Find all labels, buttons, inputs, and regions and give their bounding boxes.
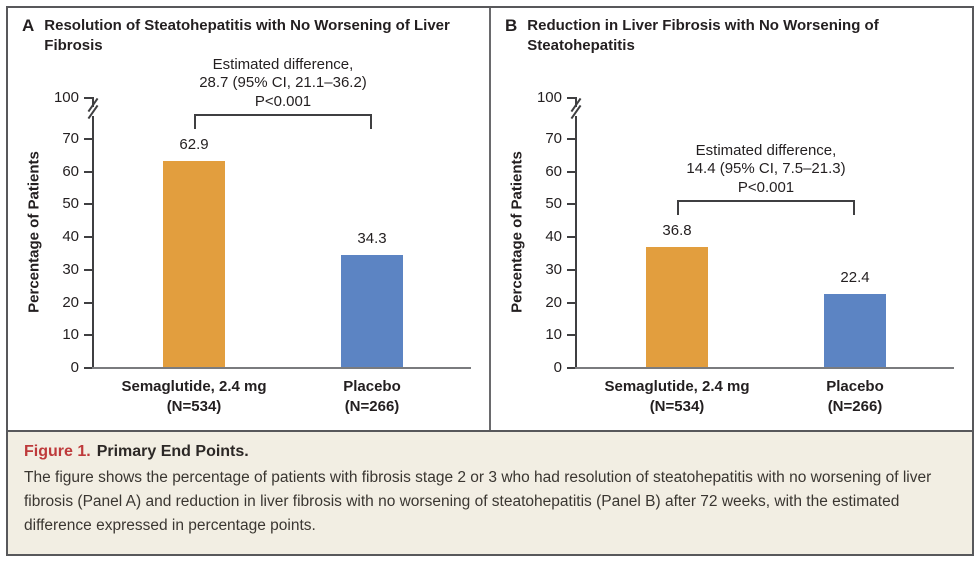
- x-category-label: Semaglutide, 2.4 mg (N=534): [582, 377, 772, 416]
- y-tick-label: 70: [62, 130, 79, 147]
- y-tick-label: 30: [545, 261, 562, 278]
- annotation-line: Estimated difference,: [695, 142, 837, 160]
- panel-a: A Resolution of Steatohepatitis with No W…: [8, 8, 489, 430]
- y-tick-label: 10: [62, 326, 79, 343]
- panel-b: B Reduction in Liver Fibrosis with No Wor…: [491, 8, 972, 430]
- bar-semaglutide: [646, 247, 708, 367]
- panel-b-letter: B: [505, 16, 518, 35]
- bar-value-label: 62.9: [179, 136, 209, 153]
- bar-semaglutide: [163, 161, 225, 367]
- estimated-difference-annotation: Estimated difference, 14.4 (95% CI, 7.5–2…: [596, 142, 936, 197]
- x-category-label-line: Semaglutide, 2.4 mg: [121, 378, 267, 395]
- y-tick: [567, 302, 575, 304]
- panel-b-title-text: Reduction in Liver Fibrosis with No Wors…: [527, 17, 879, 54]
- y-tick-label: 100: [536, 89, 562, 106]
- y-tick-label: 0: [70, 359, 79, 376]
- y-tick-label: 30: [62, 261, 79, 278]
- y-tick: [84, 334, 92, 336]
- y-tick-label: 60: [545, 163, 562, 180]
- estimated-difference-annotation: Estimated difference, 28.7 (95% CI, 21.1–…: [113, 56, 453, 111]
- x-axis-line: [92, 367, 471, 369]
- figure-area: A Resolution of Steatohepatitis with No W…: [8, 8, 972, 430]
- y-tick-label: 60: [62, 163, 79, 180]
- annotation-line: 28.7 (95% CI, 21.1–36.2): [199, 74, 367, 92]
- figure-frame: A Resolution of Steatohepatitis with No W…: [6, 6, 974, 556]
- x-category-label: Semaglutide, 2.4 mg (N=534): [99, 377, 289, 416]
- y-tick: [84, 97, 92, 99]
- panel-divider: [489, 8, 491, 430]
- y-tick: [84, 236, 92, 238]
- annotation-line: 14.4 (95% CI, 7.5–21.3): [686, 160, 846, 178]
- bar-placebo: [341, 255, 403, 367]
- bar-value-label: 22.4: [840, 269, 870, 286]
- annotation-line: P<0.001: [254, 92, 312, 110]
- x-category-label: Placebo (N=266): [760, 377, 950, 416]
- y-axis-line: [92, 116, 94, 369]
- panel-a-title-text: Resolution of Steatohepatitis with No Wo…: [44, 17, 450, 54]
- annotation-line: P<0.001: [737, 178, 795, 196]
- y-tick-label: 100: [53, 89, 79, 106]
- y-tick: [84, 302, 92, 304]
- y-tick: [567, 334, 575, 336]
- y-tick: [84, 171, 92, 173]
- x-category-label-line: (N=266): [344, 397, 400, 415]
- caption-figure-title: Primary End Points.: [96, 443, 249, 460]
- x-category-label-line: (N=534): [166, 397, 222, 415]
- y-tick-label: 70: [545, 130, 562, 147]
- panel-a-letter: A: [22, 16, 35, 35]
- y-tick: [84, 367, 92, 369]
- y-tick: [567, 269, 575, 271]
- y-tick: [84, 269, 92, 271]
- y-axis-line: [575, 116, 577, 369]
- significance-bracket: [677, 200, 855, 215]
- x-category-label-line: (N=534): [649, 397, 705, 415]
- significance-bracket: [194, 114, 372, 129]
- x-axis-line: [575, 367, 954, 369]
- y-tick: [567, 171, 575, 173]
- x-category-label-line: Placebo: [826, 378, 884, 395]
- y-tick: [567, 138, 575, 140]
- panel-a-plot: 0 10 20 30 40 50 60 70 100 62.9 Semaglutide, 2.4 m…: [8, 8, 489, 430]
- annotation-line: Estimated difference,: [212, 56, 354, 74]
- caption-body-text: The figure shows the percentage of patie…: [24, 469, 932, 535]
- bar-value-label: 34.3: [357, 230, 387, 247]
- panel-a-title: A Resolution of Steatohepatitis with No W…: [22, 16, 474, 55]
- y-tick-label: 50: [62, 195, 79, 212]
- y-tick-label: 0: [553, 359, 562, 376]
- y-tick-label: 40: [545, 228, 562, 245]
- x-category-label-line: Placebo: [343, 378, 401, 395]
- y-tick-label: 40: [62, 228, 79, 245]
- bar-placebo: [824, 294, 886, 367]
- y-tick-label: 20: [62, 294, 79, 311]
- y-tick: [567, 203, 575, 205]
- panel-b-title: B Reduction in Liver Fibrosis with No Wor…: [505, 16, 957, 55]
- y-tick-label: 50: [545, 195, 562, 212]
- x-category-label-line: Semaglutide, 2.4 mg: [604, 378, 750, 395]
- y-tick-label: 10: [545, 326, 562, 343]
- caption-figure-label: Figure 1.: [24, 443, 91, 460]
- y-tick-label: 20: [545, 294, 562, 311]
- panel-b-plot: 0 10 20 30 40 50 60 70 100 36.8 Semaglutide, 2.4 m…: [491, 8, 972, 430]
- bar-value-label: 36.8: [662, 222, 692, 239]
- y-tick: [84, 203, 92, 205]
- y-tick: [567, 367, 575, 369]
- y-tick: [567, 97, 575, 99]
- caption-heading: Figure 1. Primary End Points.: [24, 443, 956, 461]
- x-category-label-line: (N=266): [827, 397, 883, 415]
- y-tick: [567, 236, 575, 238]
- x-category-label: Placebo (N=266): [277, 377, 467, 416]
- y-tick: [84, 138, 92, 140]
- figure-caption: Figure 1. Primary End Points. The figure …: [8, 430, 972, 554]
